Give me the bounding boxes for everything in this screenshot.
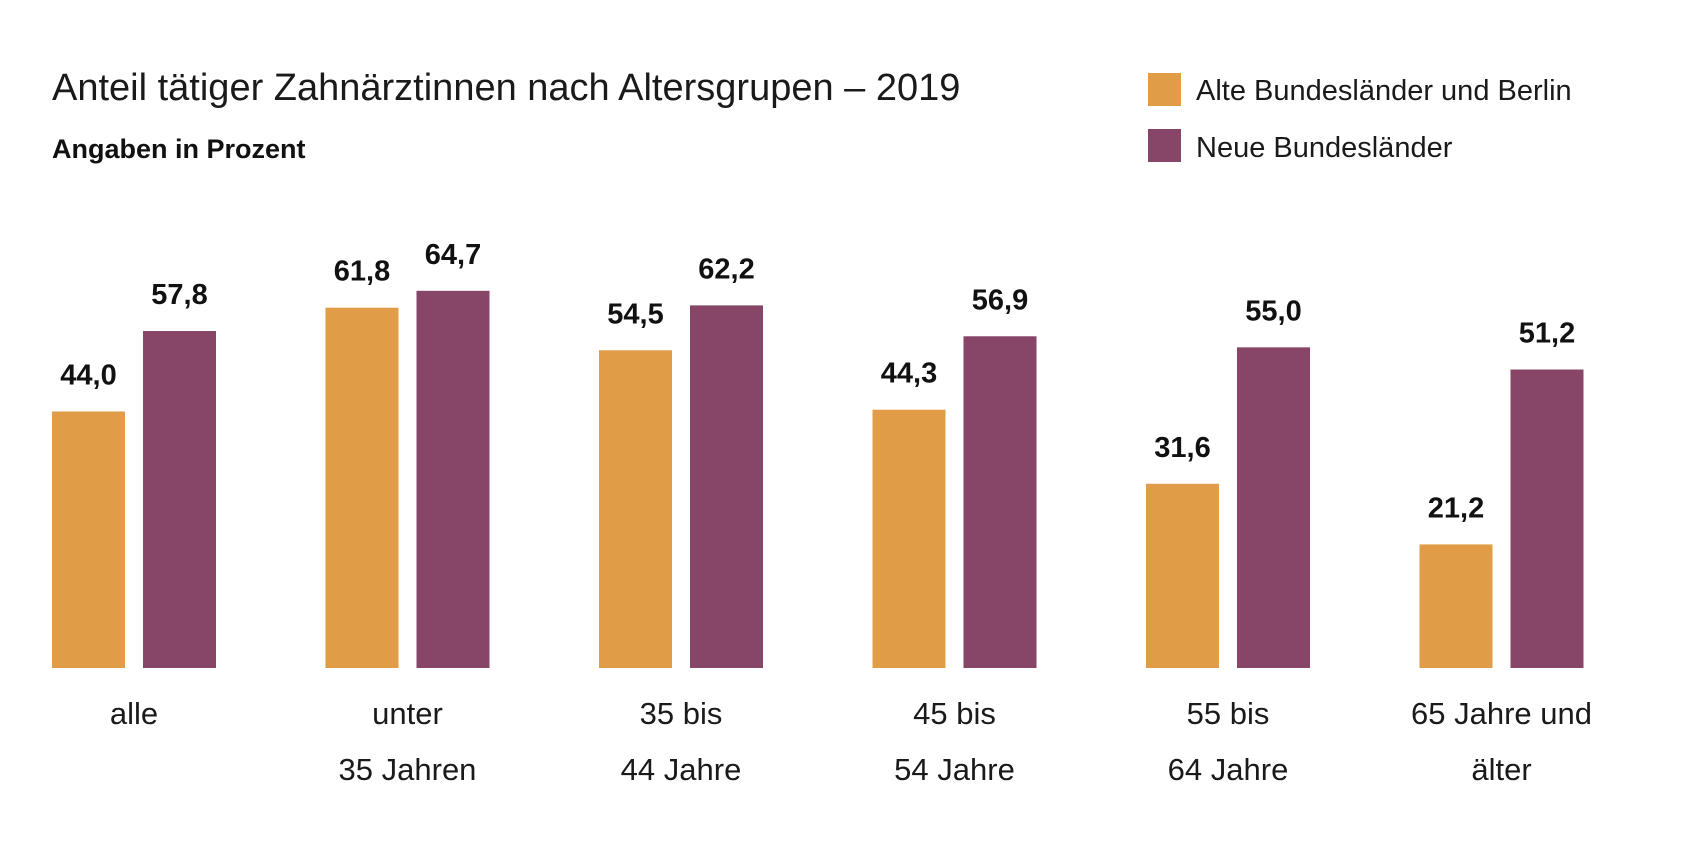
category-label-2-line-1: 44 Jahre [621,752,742,787]
category-label-4-line-0: 55 bis [1187,696,1270,731]
value-label-neue-4: 55,0 [1245,295,1301,327]
category-label-4-line-1: 64 Jahre [1168,752,1289,787]
bar-neue-3 [963,336,1037,668]
value-label-alte-1: 61,8 [334,256,390,288]
category-label-1-line-1: 35 Jahren [339,752,477,787]
value-labels-group: 44,0 57,8 61,8 64,7 54,5 62,2 44,3 56,9 31,6 55,0… [60,239,1575,525]
category-label-5-line-0: 65 Jahre und [1411,696,1592,731]
bar-alte-5 [1419,544,1493,668]
value-label-alte-3: 44,3 [881,358,937,390]
value-label-neue-2: 62,2 [698,253,754,285]
value-label-neue-1: 64,7 [425,239,481,271]
bar-alte-2 [599,350,672,668]
category-label-3-line-1: 54 Jahre [894,752,1015,787]
category-label-0-line-0: alle [110,696,158,731]
value-label-alte-5: 21,2 [1428,492,1484,524]
bar-neue-2 [690,305,763,668]
chart-subtitle: Angaben in Prozent [52,134,306,164]
value-label-alte-2: 54,5 [607,298,663,330]
bar-neue-5 [1510,369,1584,668]
value-label-neue-0: 57,8 [151,279,207,311]
value-label-alte-4: 31,6 [1154,432,1210,464]
bars-group [52,290,1584,668]
bar-neue-4 [1237,347,1310,668]
bar-alte-0 [52,411,125,668]
category-label-3-line-0: 45 bis [913,696,996,731]
category-label-2-line-0: 35 bis [640,696,723,731]
bar-neue-1 [416,290,490,668]
value-label-neue-3: 56,9 [972,284,1028,316]
category-label-1-line-0: unter [372,696,443,731]
bar-alte-4 [1146,483,1219,668]
legend-swatch-neue-bundeslaender [1148,129,1181,162]
legend-swatch-alte-bundeslaender [1148,73,1181,106]
legend: Alte Bundesländer und Berlin Neue Bundes… [1148,73,1572,164]
bar-alte-1 [325,307,399,668]
value-label-alte-0: 44,0 [60,359,116,391]
value-label-neue-5: 51,2 [1519,318,1575,350]
category-labels-group: alle unter 35 Jahren 35 bis 44 Jahre 45 bis 54… [110,696,1592,787]
category-label-5-line-1: älter [1471,752,1531,787]
chart-title: Anteil tätiger Zahnärztinnen nach Alters… [52,67,960,109]
bar-alte-3 [872,409,946,668]
legend-label-neue-bundeslaender: Neue Bundesländer [1196,132,1453,164]
bar-neue-0 [143,331,216,668]
legend-label-alte-bundeslaender: Alte Bundesländer und Berlin [1196,75,1572,107]
